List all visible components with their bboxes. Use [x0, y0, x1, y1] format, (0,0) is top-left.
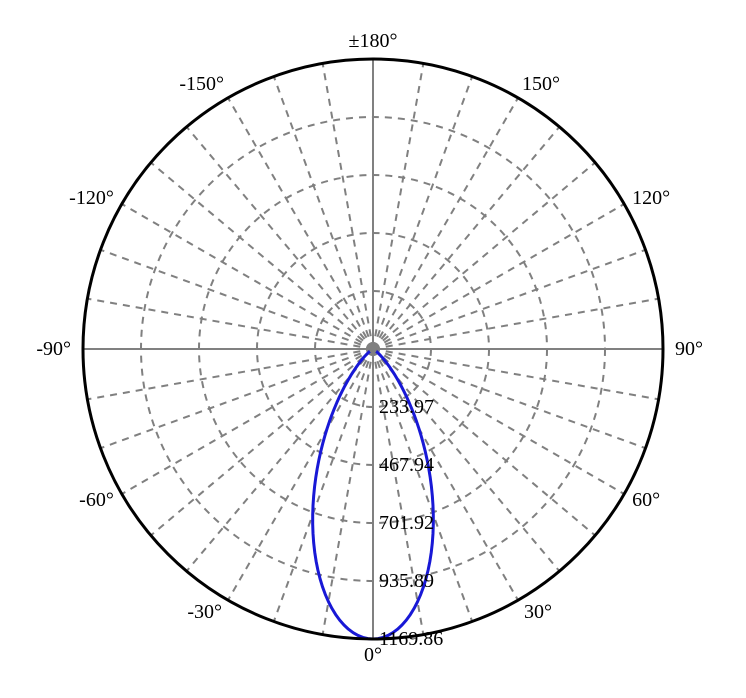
angle-label: 90° — [675, 338, 703, 360]
radial-label: 701.92 — [379, 512, 434, 534]
angle-label: 60° — [632, 489, 660, 511]
radial-label: 233.97 — [379, 396, 434, 418]
angle-label: -150° — [179, 73, 224, 95]
radial-label: 935.89 — [379, 570, 434, 592]
polar-svg: 233.97 467.94 701.92 935.89 1169.860° 30° 60° 9… — [0, 0, 746, 698]
angle-label: 0° — [364, 644, 382, 666]
angle-label: 30° — [524, 601, 552, 623]
angle-label: 150° — [522, 73, 560, 95]
angle-label: -120° — [69, 187, 114, 209]
angle-label: -90° — [36, 338, 71, 360]
angle-label: 120° — [632, 187, 670, 209]
polar-chart: 233.97 467.94 701.92 935.89 1169.860° 30° 60° 9… — [0, 0, 746, 698]
angle-label: -30° — [187, 601, 222, 623]
angle-label: ±180° — [349, 30, 398, 52]
radial-label: 1169.86 — [379, 628, 443, 650]
angle-label: -60° — [79, 489, 114, 511]
radial-label: 467.94 — [379, 454, 434, 476]
